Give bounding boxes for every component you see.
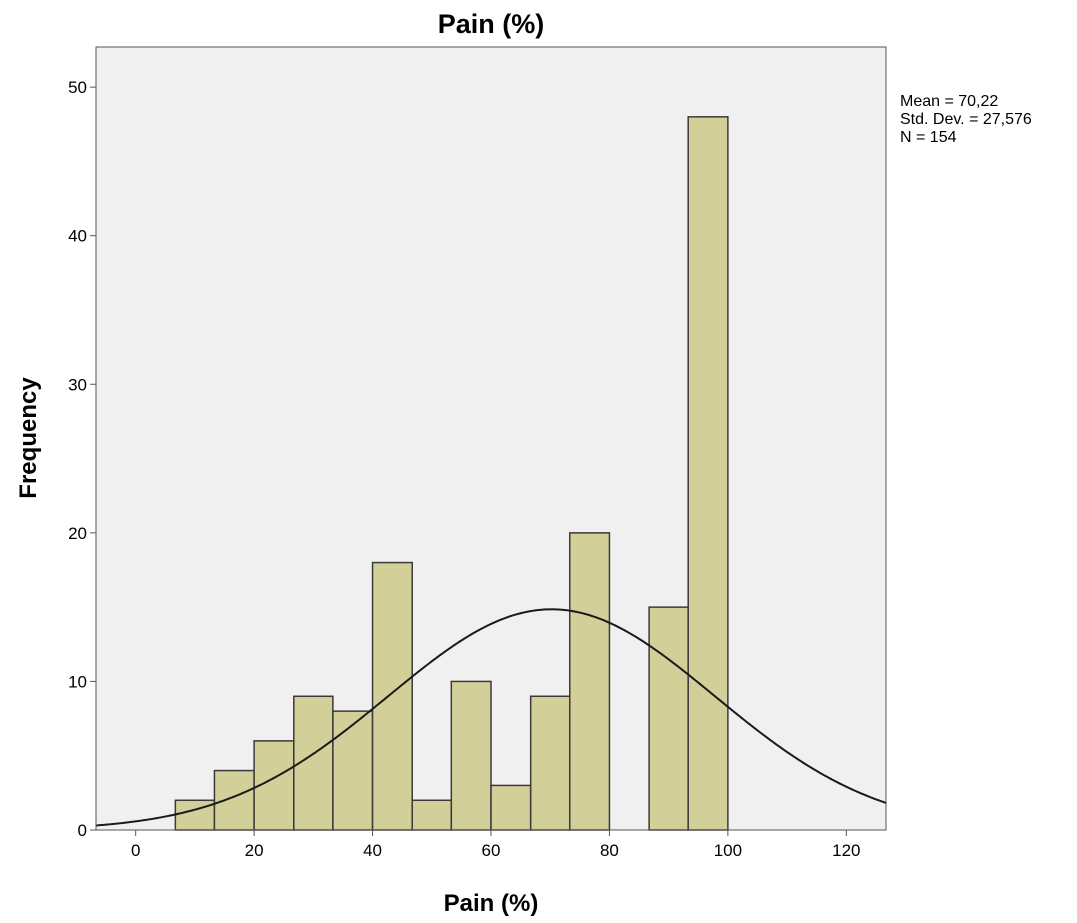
y-tick-label: 50: [68, 78, 87, 97]
x-tick-label: 100: [714, 841, 742, 860]
histogram-bar: [569, 532, 611, 831]
x-axis: 0 20 40 60 80 100 120: [96, 829, 886, 860]
histogram-bar: [371, 561, 413, 831]
y-axis: 0 10 20 30 40 50: [68, 47, 97, 840]
histogram-bar: [213, 769, 255, 831]
chart-title: Pain (%): [438, 9, 545, 39]
histogram-bar: [648, 606, 689, 831]
x-tick-label: 0: [131, 841, 140, 860]
x-tick-label: 20: [245, 841, 264, 860]
x-tick-label: 80: [600, 841, 619, 860]
x-axis-label: Pain (%): [444, 890, 539, 917]
histogram-bar: [411, 799, 453, 831]
x-tick-label: 60: [482, 841, 501, 860]
y-tick-label: 40: [68, 227, 87, 246]
normal-curve: [95, 608, 887, 827]
y-tick-label: 30: [68, 375, 87, 394]
histogram-bar: [529, 695, 571, 831]
stats-line: Std. Dev. = 27,576: [900, 111, 1032, 128]
y-axis-label: Frequency: [15, 377, 42, 499]
histogram-bar: [687, 116, 729, 831]
stats-line: Mean = 70,22: [900, 93, 998, 110]
y-tick-label: 0: [78, 821, 87, 840]
y-tick-label: 20: [68, 524, 87, 543]
histogram-bar: [332, 710, 374, 831]
histogram-bar: [450, 680, 492, 831]
x-tick-label: 120: [832, 841, 860, 860]
bars-group: [174, 116, 729, 831]
histogram-bar: [490, 784, 532, 831]
stats-line: N = 154: [900, 129, 957, 146]
x-tick-label: 40: [363, 841, 382, 860]
y-tick-label: 10: [68, 672, 87, 691]
